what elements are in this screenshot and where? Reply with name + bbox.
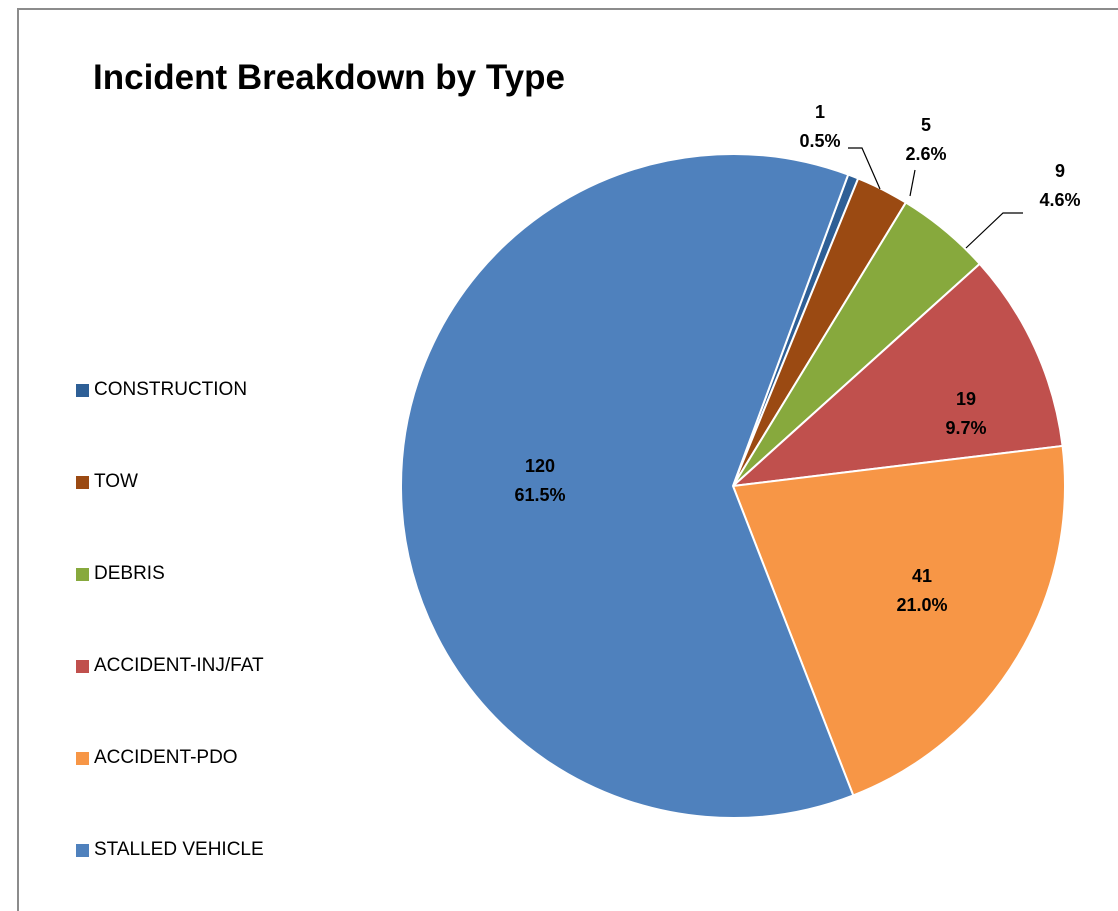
legend-item-accident-inj-fat: ACCIDENT-INJ/FAT [76,654,264,678]
pie-slice-accident-pdo [732,444,1066,797]
data-label-value-stalled-vehicle: 120 [525,456,555,476]
legend-swatch-debris [76,567,89,581]
legend-swatch-accident-inj-fat [76,659,89,673]
leader-lines [848,147,1023,249]
data-label-percent-accident-pdo: 21.0% [896,595,947,615]
legend-item-accident-pdo: ACCIDENT-PDO [76,746,238,770]
data-label-value-accident-inj-fat: 19 [956,389,976,409]
pie-slices [400,153,1066,819]
data-label-value-tow: 5 [921,115,931,135]
data-label-percent-construction: 0.5% [799,131,840,151]
legend-label-stalled-vehicle: STALLED VEHICLE [94,839,264,860]
data-label-value-debris: 9 [1055,161,1065,181]
legend-label-accident-inj-fat: ACCIDENT-INJ/FAT [94,655,264,676]
legend-item-stalled-vehicle: STALLED VEHICLE [76,838,264,862]
data-label-value-construction: 1 [815,102,825,122]
legend-label-debris: DEBRIS [94,563,165,584]
data-labels: 1 0.5% 5 2.6% 9 4.6% 19 9.7% 41 21.0% 120 61.5% [514,102,1080,615]
data-label-percent-accident-inj-fat: 9.7% [945,418,986,438]
legend-swatch-accident-pdo [76,751,89,765]
legend-label-construction: CONSTRUCTION [94,379,248,400]
legend-swatch-tow [76,475,89,489]
data-label-percent-stalled-vehicle: 61.5% [514,485,565,505]
pie-slice-accident-inj-fat [732,262,1064,487]
legend-label-accident-pdo: ACCIDENT-PDO [94,747,238,768]
legend-item-debris: DEBRIS [76,562,165,586]
data-label-percent-tow: 2.6% [905,144,946,164]
legend-item-tow: TOW [76,470,138,494]
chart-title: Incident Breakdown by Type [93,58,565,97]
leader-line-tow [909,169,916,197]
legend-item-construction: CONSTRUCTION [76,378,247,402]
data-label-percent-debris: 4.6% [1039,190,1080,210]
legend-swatch-construction [76,383,89,397]
legend-label-tow: TOW [94,471,138,492]
data-label-value-accident-pdo: 41 [912,566,932,586]
leader-line-construction [848,147,881,190]
pie-slice-stalled-vehicle [400,153,855,819]
legend-swatch-stalled-vehicle [76,843,89,857]
leader-line-debris [965,212,1023,249]
